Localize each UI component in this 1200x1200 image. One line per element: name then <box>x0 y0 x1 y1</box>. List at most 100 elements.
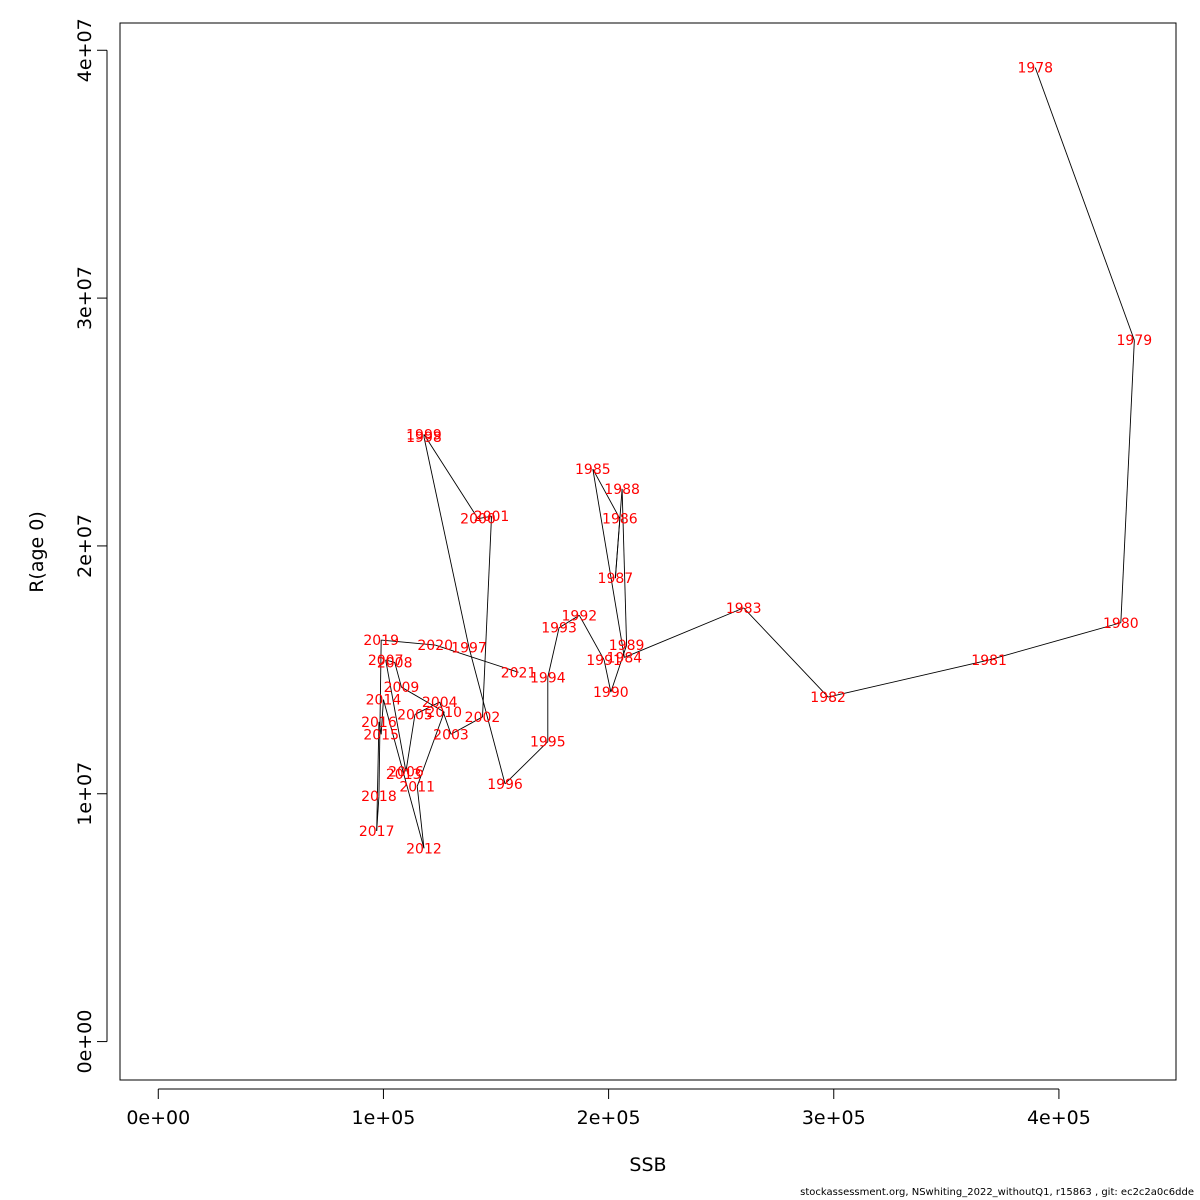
year-label: 1998 <box>406 430 442 446</box>
trajectory-segment <box>376 721 380 831</box>
year-label: 1991 <box>586 653 622 669</box>
year-label: 2002 <box>465 710 501 726</box>
year-label: 2001 <box>474 509 510 525</box>
year-label: 2017 <box>359 824 395 840</box>
trajectory-segment <box>385 659 395 663</box>
year-label: 2008 <box>377 655 413 671</box>
trajectory-segment <box>828 659 990 698</box>
trajectory-segment <box>414 701 440 715</box>
trajectory-segment <box>435 644 519 673</box>
year-label: 2005 <box>397 707 433 723</box>
year-label: 1989 <box>609 638 645 654</box>
trajectory-segment <box>416 786 425 849</box>
trajectory-segment <box>743 607 829 698</box>
trajectory-segment <box>592 469 625 658</box>
trajectory-segment <box>423 436 470 648</box>
year-label: 2021 <box>501 665 537 681</box>
trajectory-segment <box>614 488 623 579</box>
trajectory-segment <box>477 515 492 520</box>
trajectory-segment <box>558 614 580 629</box>
trajectory-segment <box>381 639 436 646</box>
trajectory-segment <box>624 607 744 658</box>
year-label: 1985 <box>575 462 611 478</box>
trajectory-segment <box>621 488 628 646</box>
trajectory-lines <box>376 67 1135 849</box>
year-label: 2009 <box>384 680 420 696</box>
x-tick-label: 4e+05 <box>1027 1107 1091 1129</box>
x-axis: 0e+00 1e+05 2e+05 3e+05 4e+05 <box>126 1088 1091 1129</box>
year-label: 2003 <box>433 727 469 743</box>
trajectory-segment <box>416 711 445 787</box>
trajectory-segment <box>405 714 416 772</box>
year-label: 2015 <box>363 727 399 743</box>
x-tick-label: 1e+05 <box>351 1107 415 1129</box>
year-label: 2018 <box>361 789 397 805</box>
year-label: 2007 <box>368 653 404 669</box>
x-axis-label: SSB <box>629 1154 666 1176</box>
year-label: 2020 <box>417 638 453 654</box>
y-tick-label: 0e+00 <box>74 1010 96 1074</box>
trajectory-segment <box>380 699 384 735</box>
year-label: 2013 <box>386 767 422 783</box>
year-label: 2006 <box>388 764 424 780</box>
trajectory-segment <box>378 640 382 797</box>
trajectory-segment <box>403 773 425 849</box>
trajectory-segment <box>610 644 628 693</box>
x-tick-label: 0e+00 <box>126 1107 190 1129</box>
trajectory-segment <box>482 516 492 717</box>
year-label: 2019 <box>363 633 399 649</box>
year-label: 1994 <box>530 670 566 686</box>
footer-attribution: stockassessment.org, NSwhiting_2022_with… <box>800 1187 1194 1198</box>
y-tick-label: 2e+07 <box>74 514 96 578</box>
plot-frame <box>119 22 1177 1081</box>
year-label: 1983 <box>726 601 762 617</box>
trajectory-segment <box>547 627 560 678</box>
trajectory-segment <box>385 659 407 772</box>
year-label: 1980 <box>1103 616 1139 632</box>
year-label: 1986 <box>602 512 638 528</box>
year-label: 1979 <box>1117 333 1153 349</box>
trajectory-segment <box>401 686 445 713</box>
trajectory-segment <box>988 622 1121 661</box>
trajectory-segment <box>439 701 452 735</box>
y-tick-label: 3e+07 <box>74 266 96 330</box>
x-tick-label: 3e+05 <box>802 1107 866 1129</box>
trajectory-segment <box>450 716 483 735</box>
year-label: 2010 <box>426 705 462 721</box>
trajectory-segment <box>423 434 479 519</box>
trajectory-segment <box>1034 67 1135 341</box>
year-label: 1993 <box>541 621 577 637</box>
year-label: 1995 <box>530 735 566 751</box>
trajectory-segment <box>504 741 549 785</box>
trajectory-segment <box>376 796 380 831</box>
year-label: 1996 <box>487 777 523 793</box>
year-label: 2011 <box>399 779 435 795</box>
y-tick-label: 1e+07 <box>74 762 96 826</box>
trajectory-segment <box>592 468 621 519</box>
year-label: 1988 <box>604 482 640 498</box>
year-label: 1984 <box>607 650 643 666</box>
x-tick-label: 2e+05 <box>577 1107 641 1129</box>
y-axis-label: R(age 0) <box>26 511 48 593</box>
trajectory-segment <box>468 647 506 784</box>
year-label: 1990 <box>593 685 629 701</box>
year-label: 1999 <box>406 427 442 443</box>
y-axis: 0e+00 1e+07 2e+07 3e+07 4e+07 <box>74 18 108 1074</box>
trajectory-segment <box>578 615 605 661</box>
year-label: 2012 <box>406 841 442 857</box>
trajectory-segment <box>383 699 405 775</box>
year-label: 1978 <box>1017 61 1053 77</box>
year-label: 2004 <box>422 695 458 711</box>
year-label: 1992 <box>562 608 598 624</box>
year-label: 1987 <box>598 571 634 587</box>
year-label: 2000 <box>460 512 496 528</box>
y-tick-label: 4e+07 <box>74 18 96 82</box>
trajectory-segment <box>1120 340 1135 623</box>
trajectory-segment <box>394 662 402 688</box>
year-label: 1981 <box>971 653 1007 669</box>
year-label: 2014 <box>366 693 402 709</box>
trajectory-segment <box>603 659 612 693</box>
year-label: 1982 <box>810 690 846 706</box>
year-label: 1997 <box>451 641 487 657</box>
